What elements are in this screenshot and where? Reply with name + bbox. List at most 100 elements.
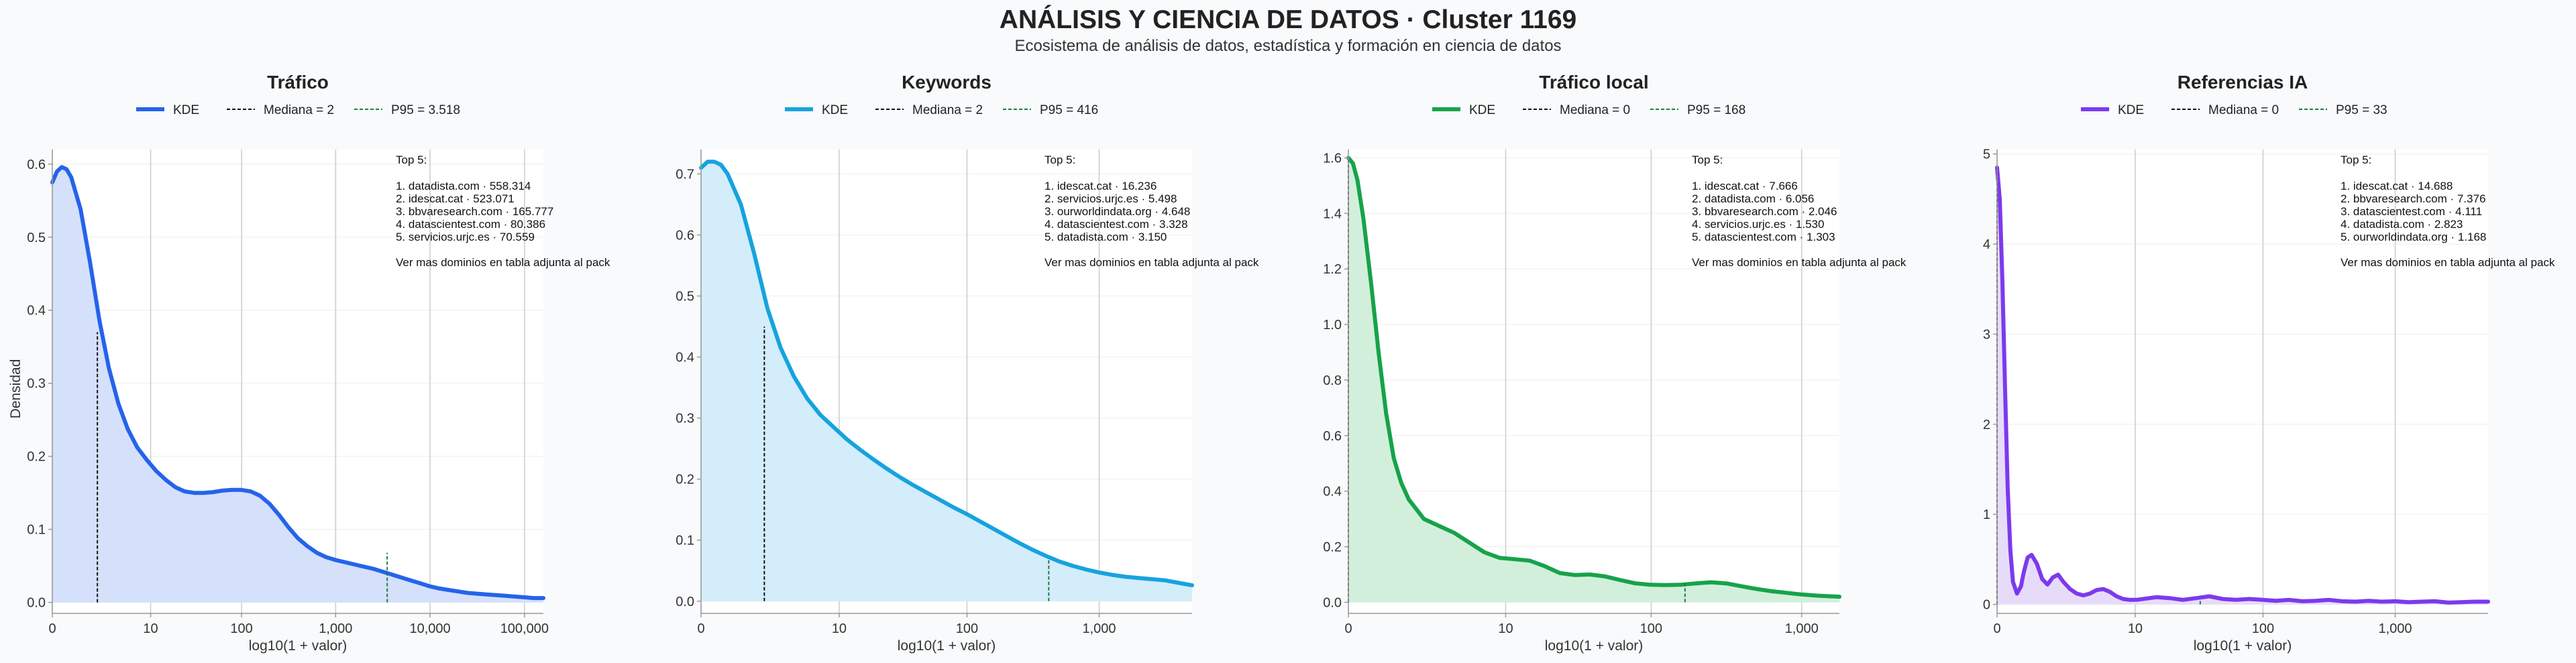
y-tick-label: 0.2	[1323, 540, 1342, 555]
top5-item: 1. idescat.cat · 14.688	[2341, 180, 2453, 192]
top5-item: 3. ourworldindata.org · 4.648	[1044, 205, 1190, 218]
kde-area	[701, 162, 1192, 601]
top5-item: 4. datascientest.com · 80.386	[396, 218, 545, 231]
top5-item: 1. idescat.cat · 7.666	[1692, 180, 1798, 192]
legend: KDE Mediana = 0 P95 = 33	[2081, 103, 2387, 117]
y-tick-label: 0.4	[676, 351, 694, 365]
x-tick-label: 100	[230, 621, 252, 636]
kde-line	[1346, 156, 1841, 599]
kde-line	[50, 165, 545, 601]
top5-item: 1. datadista.com · 558.314	[396, 180, 531, 192]
y-tick-label: 0.0	[1323, 595, 1342, 610]
y-tick-label: 0.8	[1323, 373, 1342, 388]
y-tick-label: 0	[1983, 598, 1990, 613]
y-tick-label: 0.4	[27, 304, 46, 318]
top5-item: 4. servicios.urjc.es · 1.530	[1692, 218, 1824, 231]
legend-kde-label: KDE	[2118, 103, 2144, 117]
x-tick-label: 10	[1498, 621, 1513, 636]
y-tick-label: 0.3	[676, 412, 694, 426]
top5-note: Ver mas dominios en tabla adjunta al pac…	[1044, 256, 1259, 269]
legend-kde-label: KDE	[173, 103, 199, 117]
x-tick-label: 1,000	[319, 621, 352, 636]
panel-1: 0.0 0.1 0.2 0.3 0.4 0.5 0.6 0 10 100 1,000 10,000 10…	[27, 72, 610, 654]
y-tick-label: 1.2	[1323, 262, 1342, 277]
panel-title: Tráfico	[267, 72, 329, 93]
x-tick-label: 1,000	[1785, 621, 1819, 636]
panel-title: Tráfico local	[1539, 72, 1648, 93]
y-tick-label: 1	[1983, 507, 1990, 522]
y-tick-label: 1.0	[1323, 318, 1342, 333]
kde-area	[1348, 158, 1839, 603]
legend-kde-label: KDE	[1469, 103, 1495, 117]
x-tick-label: 0	[1993, 621, 2000, 636]
x-axis-label: log10(1 + valor)	[249, 638, 347, 654]
legend-p95-label: P95 = 3.518	[391, 103, 460, 117]
top5-item: 5. servicios.urjc.es · 70.559	[396, 231, 535, 243]
top5-title: Top 5:	[2341, 154, 2371, 166]
legend-median-label: Mediana = 0	[2208, 103, 2279, 117]
y-tick-label: 1.4	[1323, 206, 1342, 221]
y-tick-label: 0.1	[27, 523, 46, 538]
figure-subtitle: Ecosistema de análisis de datos, estadís…	[1014, 37, 1561, 55]
top5-item: 2. servicios.urjc.es · 5.498	[1044, 192, 1177, 205]
y-tick-label: 0.4	[1323, 485, 1342, 499]
y-axis-label: Densidad	[8, 359, 23, 419]
kde-area	[52, 167, 543, 603]
y-tick-label: 0.6	[1323, 429, 1342, 444]
y-tick-label: 0.6	[676, 228, 694, 243]
legend-median-label: Mediana = 0	[1560, 103, 1630, 117]
y-tick-label: 0.0	[27, 596, 46, 611]
x-tick-label: 1,000	[2378, 621, 2412, 636]
top5-item: 5. ourworldindata.org · 1.168	[2341, 231, 2486, 243]
x-tick-label: 10	[2128, 621, 2143, 636]
x-tick-label: 100	[956, 621, 978, 636]
legend-median-label: Mediana = 2	[264, 103, 334, 117]
legend: KDE Mediana = 0 P95 = 168	[1432, 103, 1746, 117]
figure-title: ANÁLISIS Y CIENCIA DE DATOS · Cluster 11…	[1000, 5, 1576, 34]
y-tick-label: 0.1	[676, 534, 694, 548]
top5-title: Top 5:	[1692, 154, 1723, 166]
top5-item: 4. datascientest.com · 3.328	[1044, 218, 1188, 231]
panels: 0.00.10.20.30.40.50.60 10 100 1,000 10,000 10…	[27, 72, 2555, 654]
x-tick-label: 10	[143, 621, 158, 636]
y-tick-label: 0.3	[27, 377, 46, 391]
x-tick-label: 1,000	[1082, 621, 1116, 636]
x-tick-label: 100,000	[500, 621, 549, 636]
y-tick-label: 4	[1983, 237, 1990, 252]
legend-p95-label: P95 = 416	[1040, 103, 1098, 117]
top5-item: 3. datascientest.com · 4.111	[2341, 205, 2482, 218]
x-axis-label: log10(1 + valor)	[898, 638, 996, 654]
top5-title: Top 5:	[396, 154, 427, 166]
y-tick-label: 0.5	[27, 231, 46, 245]
x-tick-label: 100	[1640, 621, 1662, 636]
x-tick-label: 0	[48, 621, 56, 636]
panel-3: 0.0 0.2 0.4 0.6 0.8 1.0 1.2 1.4 1.6 0 10 100 1,000 lo…	[1323, 72, 1907, 654]
top5-note: Ver mas dominios en tabla adjunta al pac…	[1692, 256, 1907, 269]
top5-item: 2. bbvaresearch.com · 7.376	[2341, 192, 2485, 205]
top5-note: Ver mas dominios en tabla adjunta al pac…	[2341, 256, 2555, 269]
kde-line	[699, 160, 1194, 588]
y-tick-label: 3	[1983, 327, 1990, 342]
panel-2: 0.0 0.1 0.2 0.3 0.4 0.5 0.6 0.7 0 10 100 1,000 log10…	[676, 72, 1259, 654]
top5-item: 1. idescat.cat · 16.236	[1044, 180, 1157, 192]
top5-note: Ver mas dominios en tabla adjunta al pac…	[396, 256, 610, 269]
panel-title: Referencias IA	[2178, 72, 2308, 93]
x-tick-label: 10	[832, 621, 847, 636]
top5-item: 2. idescat.cat · 523.071	[396, 192, 515, 205]
panel-4: 0 1 2 3 4 5 0 10 100 1,000 log10(1 + valor) Referen…	[1983, 72, 2555, 654]
y-tick-label: 0.2	[676, 473, 694, 487]
legend-median-label: Mediana = 2	[912, 103, 983, 117]
top5-title: Top 5:	[1044, 154, 1075, 166]
x-axis-label: log10(1 + valor)	[1545, 638, 1644, 654]
x-axis-label: log10(1 + valor)	[2194, 638, 2292, 654]
plot-area	[1997, 149, 2488, 613]
top5-item: 3. bbvaresearch.com · 165.777	[396, 205, 553, 218]
y-tick-label: 5	[1983, 147, 1990, 162]
legend: KDE Mediana = 2 P95 = 416	[785, 103, 1098, 117]
x-tick-label: 0	[1344, 621, 1352, 636]
